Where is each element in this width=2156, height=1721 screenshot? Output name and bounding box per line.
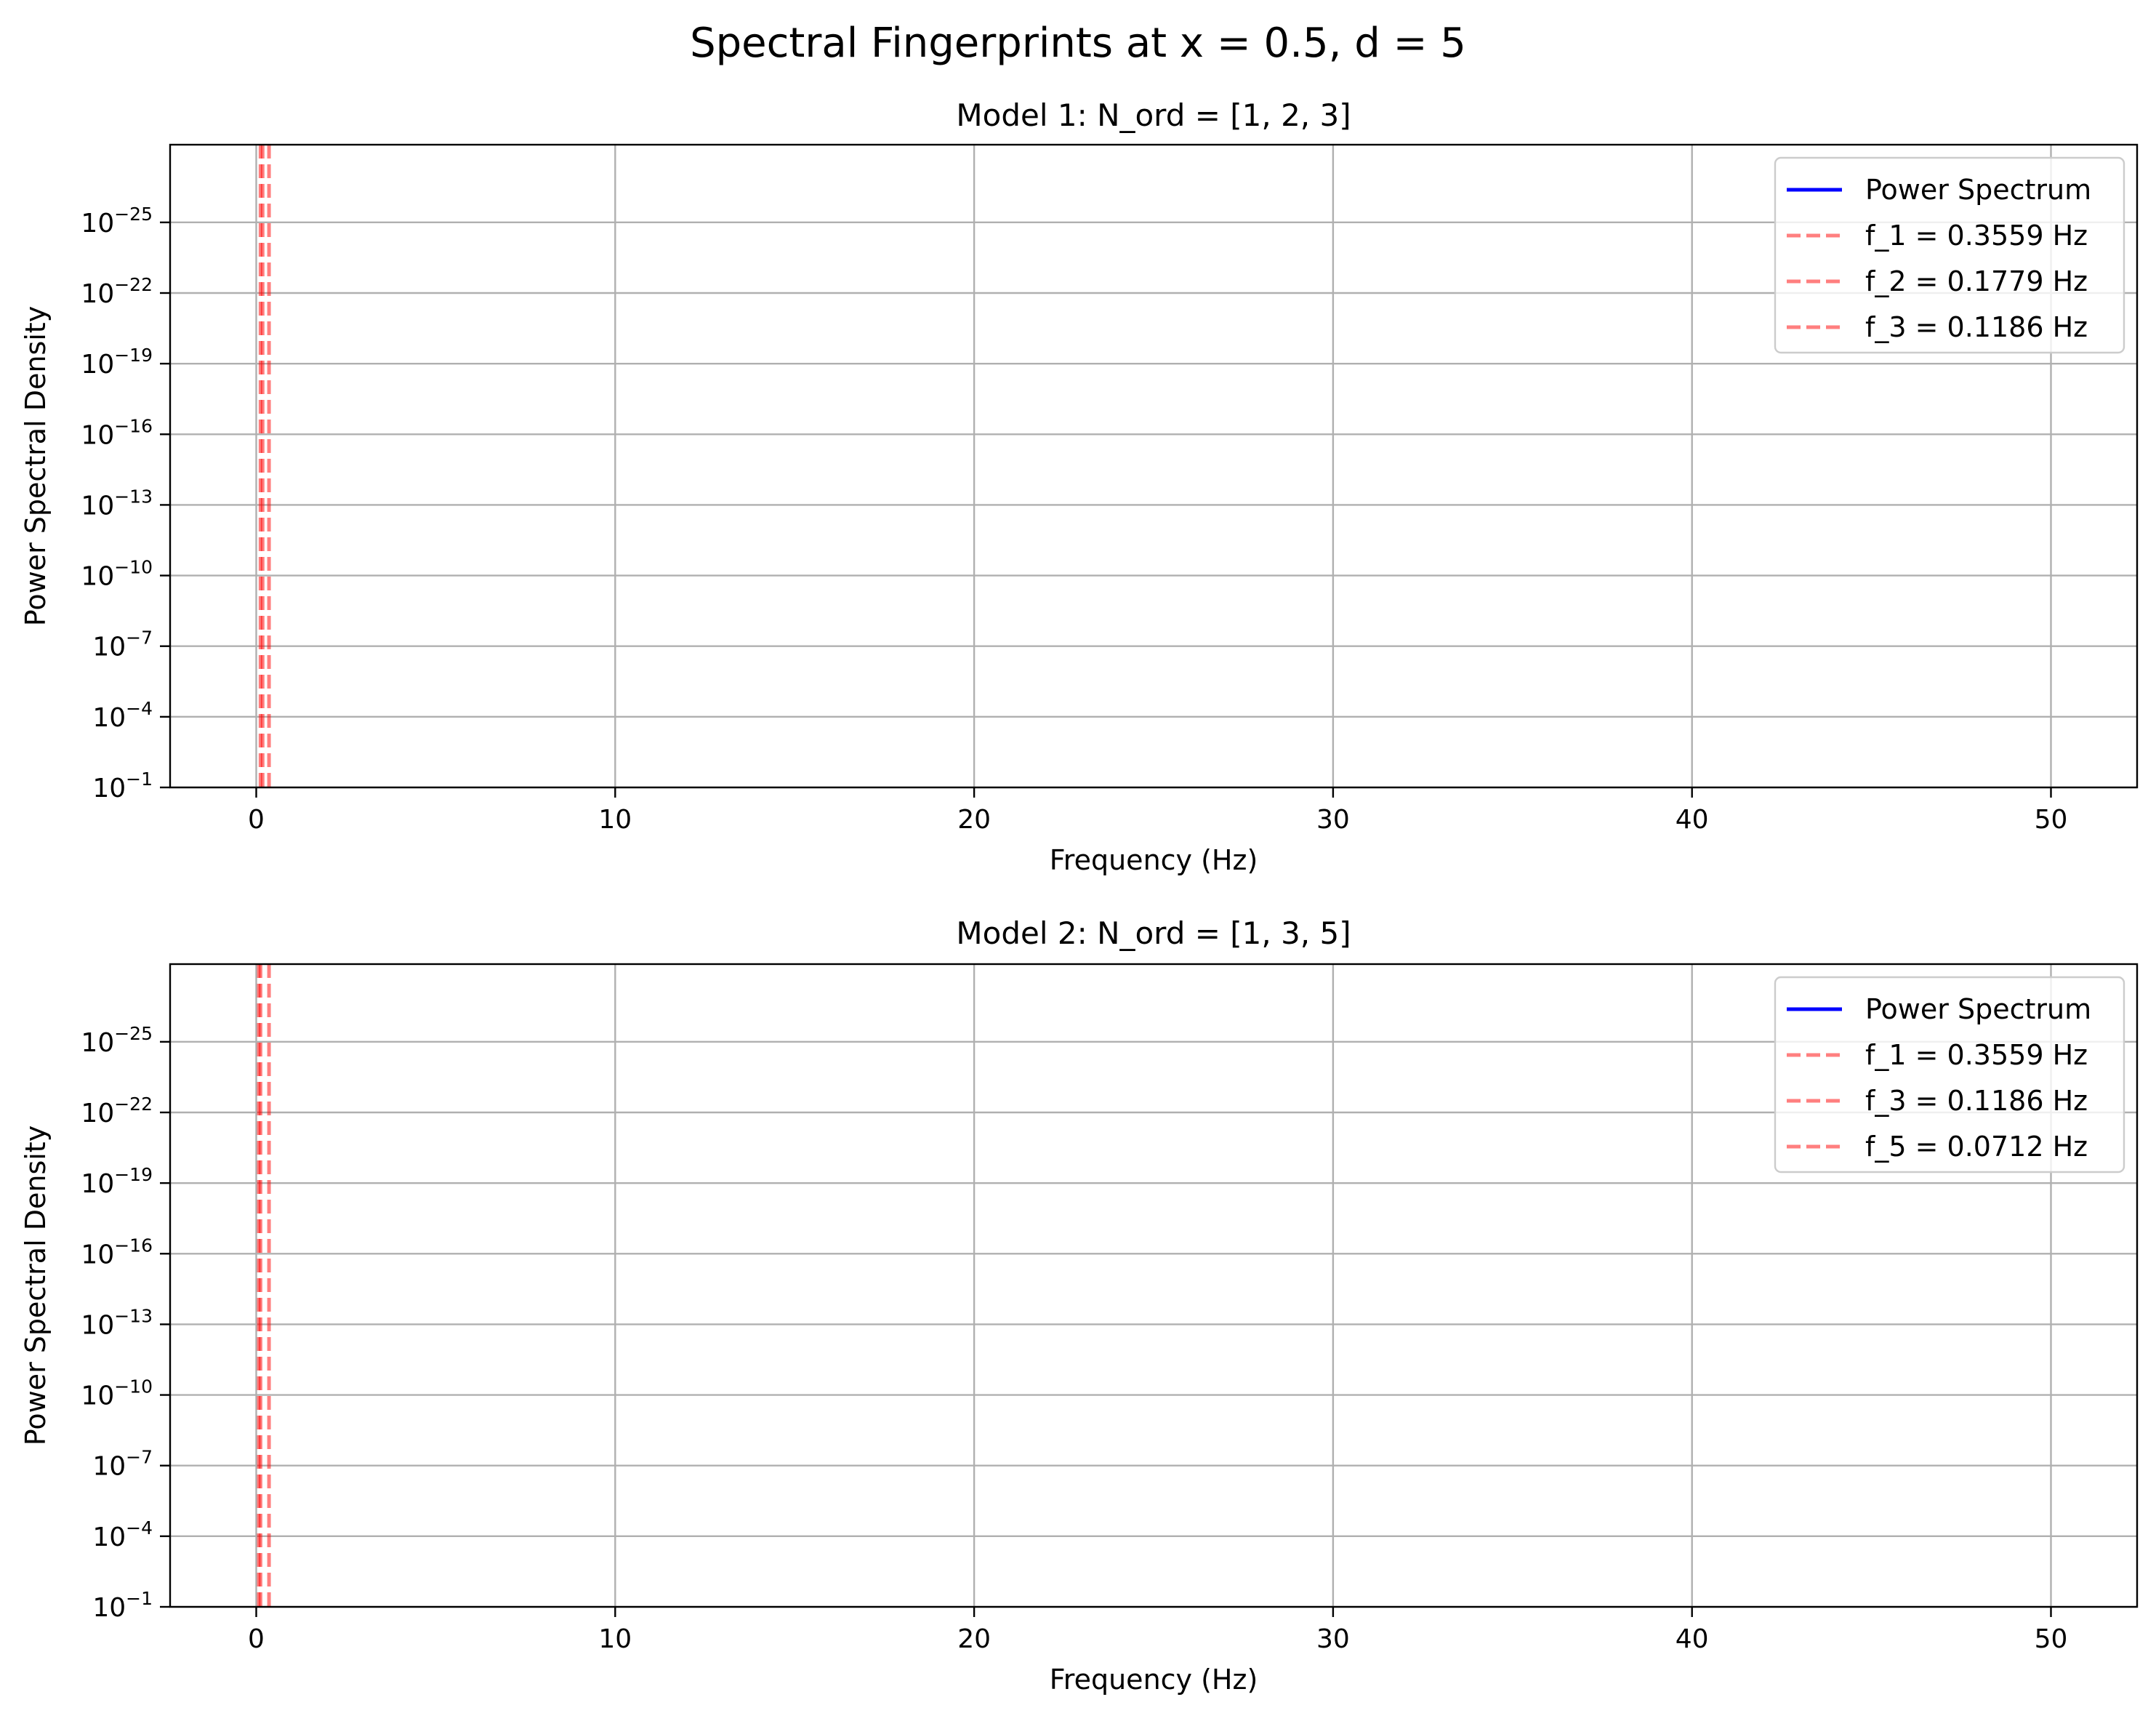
y-tick-label-base: 10 — [92, 1452, 126, 1482]
legend-entry-label: f_3 = 0.1186 Hz — [1865, 1085, 2088, 1117]
y-tick-label: 10−1 — [92, 769, 153, 803]
x-axis-label: Frequency (Hz) — [1050, 1664, 1258, 1696]
legend-entry-label: f_2 = 0.1779 Hz — [1865, 265, 2088, 297]
y-tick-label-base: 10 — [92, 703, 126, 733]
y-tick-label: 10−25 — [81, 1023, 153, 1058]
x-tick-label: 40 — [1676, 1624, 1709, 1654]
x-tick-label: 10 — [598, 1624, 632, 1654]
y-tick-label-base: 10 — [92, 774, 126, 803]
y-tick-label-base: 10 — [81, 1099, 114, 1128]
y-tick-label-exponent: −4 — [126, 698, 153, 719]
y-tick-label: 10−1 — [92, 1588, 153, 1623]
y-tick-label: 10−7 — [92, 1447, 153, 1482]
y-tick-label-base: 10 — [81, 1240, 114, 1269]
legend-entry-label: f_5 = 0.0712 Hz — [1865, 1131, 2088, 1163]
y-tick-label-exponent: −1 — [126, 1588, 153, 1609]
legend-entry-label: f_1 = 0.3559 Hz — [1865, 220, 2088, 252]
y-tick-label: 10−22 — [81, 274, 153, 309]
chart-model-2: Model 2: N_ord = [1, 3, 5]0 10 20 30 40 5010−… — [20, 915, 2139, 1696]
legend-entry-label: f_3 = 0.1186 Hz — [1865, 311, 2088, 343]
y-tick-label-exponent: −1 — [126, 769, 153, 790]
y-tick-label-exponent: −25 — [114, 204, 153, 225]
y-tick-label: 10−4 — [92, 698, 153, 733]
x-tick-label: 50 — [2035, 805, 2068, 835]
y-tick-label-base: 10 — [92, 1593, 126, 1623]
y-tick-label-exponent: −10 — [114, 557, 153, 578]
subplot-title: Model 2: N_ord = [1, 3, 5] — [956, 915, 1351, 951]
y-axis-label: Power Spectral Density — [20, 306, 52, 626]
y-tick-label-base: 10 — [92, 1523, 126, 1552]
legend-entry-label: Power Spectrum — [1865, 174, 2091, 206]
legend-box — [1774, 156, 2125, 354]
y-tick-label-exponent: −4 — [126, 1517, 153, 1539]
y-tick-label-base: 10 — [81, 209, 114, 238]
y-tick-label-exponent: −19 — [114, 345, 153, 366]
y-tick-label-exponent: −7 — [126, 1447, 153, 1468]
y-tick-label-exponent: −22 — [114, 274, 153, 295]
figure-title: Spectral Fingerprints at x = 0.5, d = 5 — [690, 20, 1466, 67]
y-tick-label-base: 10 — [81, 1169, 114, 1199]
x-tick-label: 20 — [957, 805, 991, 835]
y-tick-label: 10−25 — [81, 204, 153, 238]
y-tick-label-base: 10 — [81, 279, 114, 309]
y-tick-label: 10−7 — [92, 627, 153, 662]
x-axis-label: Frequency (Hz) — [1050, 844, 1258, 876]
y-tick-label-base: 10 — [81, 1028, 114, 1058]
y-tick-label-exponent: −16 — [114, 415, 153, 436]
x-tick-label: 10 — [598, 805, 632, 835]
legend-entry-label: Power Spectrum — [1865, 993, 2091, 1025]
y-tick-label-base: 10 — [81, 420, 114, 450]
y-tick-label: 10−22 — [81, 1094, 153, 1128]
chart-model-1: Model 1: N_ord = [1, 2, 3]0 10 20 30 40 5010−… — [20, 97, 2139, 876]
y-tick-label: 10−16 — [81, 415, 153, 450]
x-tick-label: 0 — [248, 805, 265, 835]
y-tick-label-exponent: −10 — [114, 1376, 153, 1397]
x-tick-label: 20 — [957, 1624, 991, 1654]
y-tick-label-base: 10 — [81, 350, 114, 380]
y-tick-label-base: 10 — [92, 633, 126, 662]
x-tick-label: 40 — [1676, 805, 1709, 835]
y-tick-label: 10−13 — [81, 1305, 153, 1340]
legend: Power Spectrum f_1 = 0.3559 Hz f_3 = 0.118… — [1774, 976, 2125, 1174]
y-tick-label: 10−4 — [92, 1517, 153, 1552]
y-tick-label: 10−13 — [81, 486, 153, 521]
y-tick-label-exponent: −13 — [114, 486, 153, 507]
y-tick-label: 10−19 — [81, 345, 153, 380]
legend: Power Spectrum f_1 = 0.3559 Hz f_2 = 0.177… — [1774, 156, 2125, 354]
grid — [170, 964, 2137, 1608]
y-tick-label-exponent: −13 — [114, 1305, 153, 1326]
y-tick-label-base: 10 — [81, 562, 114, 592]
y-tick-label-base: 10 — [81, 1381, 114, 1411]
y-tick-label-exponent: −22 — [114, 1094, 153, 1115]
y-tick-label-exponent: −25 — [114, 1023, 153, 1044]
y-axis-label: Power Spectral Density — [20, 1126, 52, 1445]
y-tick-label-exponent: −16 — [114, 1235, 153, 1256]
subplot-title: Model 1: N_ord = [1, 2, 3] — [956, 97, 1351, 133]
x-tick-label: 50 — [2035, 1624, 2068, 1654]
x-tick-label: 30 — [1316, 805, 1350, 835]
x-tick-label: 0 — [248, 1624, 265, 1654]
y-tick-label-base: 10 — [81, 491, 114, 521]
x-tick-label: 30 — [1316, 1624, 1350, 1654]
legend-box — [1774, 976, 2125, 1174]
legend-entry-label: f_1 = 0.3559 Hz — [1865, 1039, 2088, 1071]
y-tick-label-base: 10 — [81, 1310, 114, 1340]
axes-frame — [169, 143, 2139, 789]
y-tick-label: 10−19 — [81, 1164, 153, 1199]
y-tick-label: 10−10 — [81, 1376, 153, 1411]
y-tick-label-exponent: −19 — [114, 1164, 153, 1185]
axes-frame — [169, 963, 2139, 1608]
y-tick-label: 10−10 — [81, 557, 153, 592]
y-tick-label: 10−16 — [81, 1235, 153, 1269]
y-tick-label-exponent: −7 — [126, 627, 153, 649]
